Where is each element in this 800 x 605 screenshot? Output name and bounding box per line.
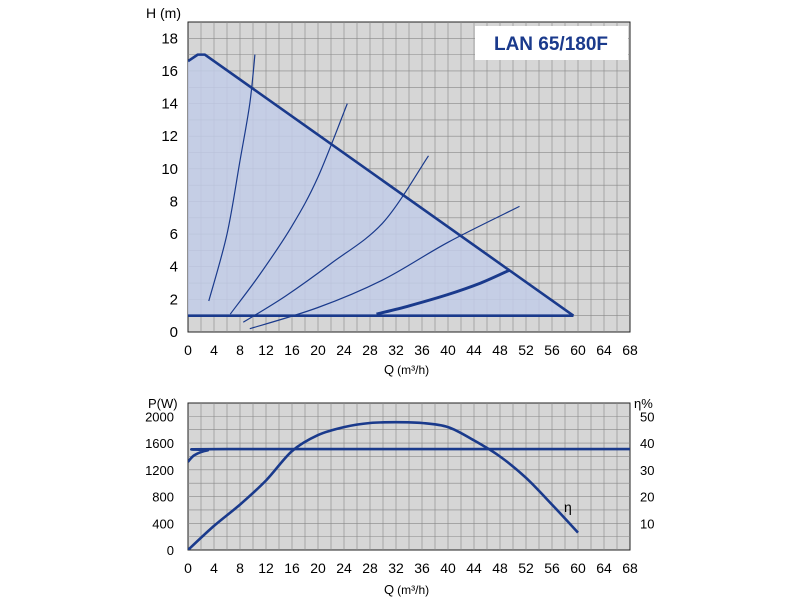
efficiency-curve xyxy=(188,420,579,550)
power-x-tick-label: 60 xyxy=(570,560,586,576)
chart-title: LAN 65/180F xyxy=(494,34,608,55)
head-flow-chart: 0 4 8 12 16 20 24 28 32 36 40 44 48 52 56 60 64 68 024681… xyxy=(146,5,638,377)
power-x-tick-label: 4 xyxy=(210,560,218,576)
operating-area xyxy=(188,54,574,316)
power-y-ticks: 0 400 800 1200 1600 2000 xyxy=(145,409,174,558)
power-efficiency-curves xyxy=(188,420,630,550)
power-x-tick-label: 20 xyxy=(310,560,326,576)
head-x-axis-label: Q (m³/h) xyxy=(384,362,429,377)
head-x-axis-unit: (m³/h) xyxy=(397,363,429,377)
head-x-tick-label: 48 xyxy=(492,342,508,358)
power-y-tick-label: 1600 xyxy=(145,436,174,451)
power-x-tick-label: 28 xyxy=(362,560,378,576)
head-x-tick-label: 32 xyxy=(388,342,404,358)
head-y-axis-label: H (m) xyxy=(146,5,181,21)
head-curves xyxy=(188,53,575,330)
head-x-tick-label: 20 xyxy=(310,342,326,358)
power-x-tick-label: 56 xyxy=(544,560,560,576)
power-y-axis-label: P(W) xyxy=(148,396,178,411)
head-y-tick-label: 0 xyxy=(170,324,178,341)
head-x-tick-label: 60 xyxy=(570,342,586,358)
power-y-tick-label: 2000 xyxy=(145,409,174,424)
power-x-tick-label: 16 xyxy=(284,560,300,576)
head-y-tick-label: 12 xyxy=(161,128,178,145)
power-x-tick-label: 44 xyxy=(466,560,482,576)
power-x-axis-unit: (m³/h) xyxy=(397,583,429,597)
power-x-tick-label: 12 xyxy=(258,560,274,576)
power-x-tick-label: 24 xyxy=(336,560,352,576)
head-x-tick-label: 36 xyxy=(414,342,430,358)
head-x-tick-label: 28 xyxy=(362,342,378,358)
power-x-axis-q: Q xyxy=(384,582,394,597)
power-x-tick-label: 8 xyxy=(236,560,244,576)
efficiency-y-tick-label: 40 xyxy=(640,436,654,451)
power-x-tick-label: 64 xyxy=(596,560,612,576)
head-y-tick-label: 2 xyxy=(170,291,178,308)
power-gridlines xyxy=(188,403,630,550)
head-x-tick-label: 16 xyxy=(284,342,300,358)
power-y-tick-label: 400 xyxy=(152,516,174,531)
head-y-tick-label: 8 xyxy=(170,193,178,210)
model-label-box xyxy=(475,26,628,60)
efficiency-series-label: η xyxy=(564,499,572,515)
power-x-tick-label: 36 xyxy=(414,560,430,576)
power-x-tick-label: 52 xyxy=(518,560,534,576)
power-x-ticks: 0 4 8 12 16 20 24 28 32 36 40 44 48 52 56 60 64 68 xyxy=(184,560,638,576)
power-x-tick-label: 40 xyxy=(440,560,456,576)
head-y-tick-label: 18 xyxy=(161,30,178,47)
head-x-tick-label: 0 xyxy=(184,342,192,358)
power-y-tick-label: 800 xyxy=(152,490,174,505)
head-x-tick-label: 68 xyxy=(622,342,638,358)
efficiency-y-tick-label: 50 xyxy=(640,409,654,424)
head-x-axis-q: Q xyxy=(384,362,394,377)
power-y-tick-label: 0 xyxy=(167,543,174,558)
power-curve xyxy=(188,447,630,463)
head-x-tick-label: 12 xyxy=(258,342,274,358)
system-curve xyxy=(208,54,256,302)
head-y-tick-label: 14 xyxy=(161,96,178,113)
efficiency-y-tick-label: 10 xyxy=(640,516,654,531)
power-x-tick-label: 0 xyxy=(184,560,192,576)
head-x-tick-label: 52 xyxy=(518,342,534,358)
head-x-tick-label: 64 xyxy=(596,342,612,358)
head-x-ticks: 0 4 8 12 16 20 24 28 32 36 40 44 48 52 56 60 64 68 xyxy=(184,342,638,358)
power-x-tick-label: 48 xyxy=(492,560,508,576)
head-x-tick-label: 40 xyxy=(440,342,456,358)
head-y-tick-label: 6 xyxy=(170,226,178,243)
power-efficiency-chart: 0 4 8 12 16 20 24 28 32 36 40 44 48 52 56 60 64 68 040080… xyxy=(145,396,654,597)
system-curve xyxy=(229,103,348,315)
power-x-tick-label: 68 xyxy=(622,560,638,576)
efficiency-y-ticks: 10 20 30 40 50 xyxy=(640,409,654,531)
head-y-tick-label: 10 xyxy=(161,161,178,178)
head-y-tick-label: 4 xyxy=(170,259,178,276)
head-x-tick-label: 44 xyxy=(466,342,482,358)
power-x-tick-label: 32 xyxy=(388,560,404,576)
head-x-tick-label: 4 xyxy=(210,342,218,358)
power-x-axis-label: Q (m³/h) xyxy=(384,582,429,597)
head-y-ticks: 0 2 4 6 8 10 12 14 16 18 xyxy=(161,30,178,341)
power-y-tick-label: 1200 xyxy=(145,463,174,478)
operating-area-fill xyxy=(188,54,574,316)
head-x-tick-label: 8 xyxy=(236,342,244,358)
head-x-tick-label: 24 xyxy=(336,342,352,358)
efficiency-y-tick-label: 30 xyxy=(640,463,654,478)
head-x-tick-label: 56 xyxy=(544,342,560,358)
head-y-tick-label: 16 xyxy=(161,63,178,80)
operating-curve xyxy=(376,268,511,316)
max-speed-curve xyxy=(188,53,575,317)
efficiency-y-axis-label: η% xyxy=(634,396,653,411)
efficiency-y-tick-label: 20 xyxy=(640,490,654,505)
